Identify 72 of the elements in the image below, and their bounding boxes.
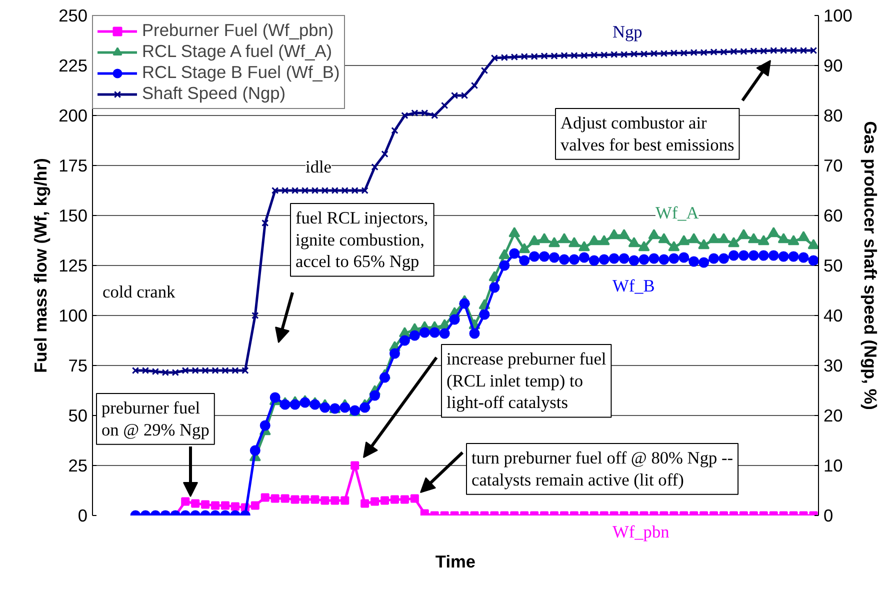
y-tick-label: 100 — [58, 306, 88, 326]
text: Wf_pbn — [612, 522, 670, 542]
annotation: cold crank — [102, 282, 176, 302]
point — [618, 228, 630, 240]
point — [518, 242, 530, 254]
point — [728, 236, 740, 248]
legend-label: Preburner Fuel (Wf_pbn) — [142, 20, 334, 41]
legend-label: RCL Stage B Fuel (Wf_B) — [142, 62, 340, 83]
annotation: preburner fuel on @ 29% Ngp — [102, 398, 210, 440]
point — [718, 232, 730, 244]
y-tick-label: 250 — [58, 6, 88, 26]
y2-tick-label: 0 — [824, 506, 834, 526]
y2-tick-label: 100 — [824, 6, 852, 26]
y-tick-label: 0 — [78, 506, 88, 526]
point — [758, 234, 770, 246]
y2-tick-label: 30 — [824, 356, 843, 376]
point — [538, 232, 550, 244]
annotation: increase preburner fuel (RCL inlet temp) to light-off catalysts — [446, 350, 606, 412]
point — [608, 228, 620, 240]
point — [558, 232, 570, 244]
y-axis-title: Fuel mass flow (Wf, kg/hr) — [30, 158, 51, 373]
y-tick-label: 50 — [68, 406, 88, 426]
legend-label: Shaft Speed (Ngp) — [142, 83, 286, 104]
point — [688, 232, 700, 244]
point — [678, 234, 690, 246]
annotation: turn preburner fuel off @ 80% Ngp -- catalysts remain active (lit off) — [472, 448, 734, 490]
point — [588, 234, 600, 246]
point — [808, 238, 818, 250]
point — [598, 234, 610, 246]
annotation: Wf_B — [612, 276, 655, 296]
point — [648, 228, 660, 240]
y2-tick-label: 70 — [824, 156, 843, 176]
point — [668, 240, 680, 252]
y-tick-label: 25 — [68, 456, 88, 476]
y2-axis-title: Gas producer shaft speed (Ngp, %) — [860, 121, 880, 410]
annotation: fuel RCL injectors, ignite combustion, accel to 65% Ngp — [296, 208, 428, 272]
point — [708, 232, 720, 244]
x-axis-title: Time — [435, 552, 476, 572]
annotation: Ngp — [612, 22, 642, 42]
point — [748, 232, 760, 244]
y2-tick-label: 20 — [824, 406, 843, 426]
point — [698, 238, 710, 250]
point — [578, 240, 590, 252]
point — [778, 232, 790, 244]
point — [638, 240, 650, 252]
annotation: idle — [306, 158, 332, 176]
y-tick-label: 200 — [58, 106, 88, 126]
y2-tick-label: 80 — [824, 106, 843, 126]
point — [548, 236, 560, 248]
point — [628, 236, 640, 248]
y-tick-label: 175 — [58, 156, 88, 176]
y-tick-label: 150 — [58, 206, 88, 226]
point — [768, 226, 780, 238]
legend-label: RCL Stage A fuel (Wf_A) — [142, 41, 332, 62]
annotation: Adjust combustor air valves for best emissions — [560, 114, 734, 154]
point — [528, 234, 540, 246]
point — [788, 234, 800, 246]
point — [738, 228, 750, 240]
point — [498, 248, 510, 260]
y-tick-label: 225 — [58, 56, 88, 76]
y2-tick-label: 90 — [824, 56, 843, 76]
point — [568, 236, 580, 248]
point — [798, 230, 810, 242]
y2-tick-label: 60 — [824, 206, 843, 226]
y2-tick-label: 50 — [824, 256, 843, 276]
y-tick-label: 125 — [58, 256, 88, 276]
y2-tick-label: 40 — [824, 306, 843, 326]
point — [508, 226, 520, 238]
y2-tick-label: 10 — [824, 456, 843, 476]
point — [658, 232, 670, 244]
y-tick-label: 75 — [68, 356, 88, 376]
annotation: Wf_A — [656, 204, 700, 222]
